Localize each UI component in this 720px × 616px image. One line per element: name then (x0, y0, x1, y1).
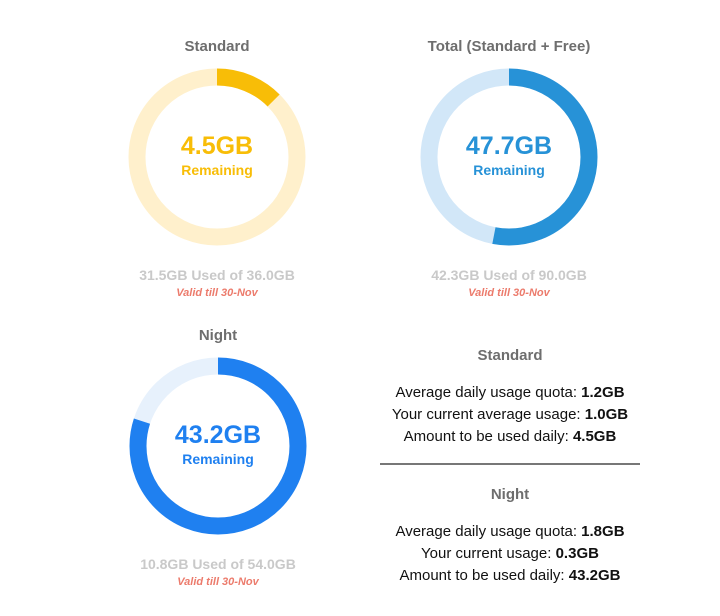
night-ring-svg (129, 357, 307, 535)
night-stats-heading: Night (490, 486, 530, 503)
night-daily-label: Amount to be used daily: (399, 567, 565, 584)
standard-usage-ring: 4.5GB Remaining (127, 67, 307, 247)
night-ring-remaining-arc (129, 357, 307, 535)
standard-quota-label: Average daily usage quota: (395, 384, 577, 401)
standard-current-label: Your current average usage: (391, 406, 581, 423)
standard-daily-value: 4.5GB (572, 428, 617, 445)
night-remaining-value: 43.2GB (174, 421, 262, 449)
night-quota-line: Average daily usage quota: 1.8GB (370, 521, 650, 543)
standard-quota-line: Average daily usage quota: 1.2GB (370, 382, 650, 404)
standard-ring-svg (128, 68, 306, 246)
standard-daily-line: Amount to be used daily: 4.5GB (370, 426, 650, 448)
night-valid-text: Valid till 30-Nov (177, 576, 259, 588)
standard-ring-remaining-arc (128, 68, 306, 246)
standard-remaining-label: Remaining (181, 162, 253, 178)
night-quota-value: 1.8GB (581, 523, 625, 540)
night-remaining-label: Remaining (182, 451, 254, 467)
night-current-value: 0.3GB (555, 545, 599, 562)
standard-daily-label: Amount to be used daily: (403, 428, 569, 445)
standard-used-text: 31.5GB Used of 36.0GB (139, 267, 295, 283)
usage-stats-panel: Standard Average daily usage quota: 1.2G… (370, 346, 650, 587)
standard-card-title: Standard (184, 38, 250, 55)
night-ring-center: 43.2GB Remaining (128, 420, 308, 468)
stats-divider (380, 463, 640, 465)
standard-remaining-value: 4.5GB (180, 132, 254, 160)
night-current-line: Your current usage: 0.3GB (370, 543, 650, 565)
total-usage-ring: 47.7GB Remaining (419, 67, 599, 247)
standard-usage-card: Standard 4.5GB Remaining 31.5GB Used of … (97, 37, 337, 300)
standard-stats-heading: Standard (477, 347, 543, 364)
total-remaining-label: Remaining (473, 162, 545, 178)
total-ring-center: 47.7GB Remaining (419, 131, 599, 179)
total-valid-text: Valid till 30-Nov (468, 287, 550, 299)
night-stats-lines: Average daily usage quota: 1.8GB Your cu… (370, 521, 650, 587)
standard-quota-value: 1.2GB (581, 384, 625, 401)
night-card-title: Night (198, 327, 238, 344)
night-daily-line: Amount to be used daily: 43.2GB (370, 565, 650, 587)
total-remaining-value: 47.7GB (465, 132, 553, 160)
total-ring-svg (420, 68, 598, 246)
night-usage-ring: 43.2GB Remaining (128, 356, 308, 536)
standard-ring-center: 4.5GB Remaining (127, 131, 307, 179)
total-usage-card: Total (Standard + Free) 47.7GB Remaining… (389, 37, 629, 300)
night-current-label: Your current usage: (421, 545, 552, 562)
night-daily-value: 43.2GB (568, 567, 621, 584)
standard-stats-lines: Average daily usage quota: 1.2GB Your cu… (370, 382, 650, 448)
total-ring-remaining-arc (420, 68, 598, 246)
total-card-title: Total (Standard + Free) (427, 38, 591, 55)
night-used-text: 10.8GB Used of 54.0GB (140, 556, 296, 572)
standard-valid-text: Valid till 30-Nov (176, 287, 258, 299)
total-used-text: 42.3GB Used of 90.0GB (431, 267, 587, 283)
standard-current-value: 1.0GB (584, 406, 629, 423)
night-usage-card: Night 43.2GB Remaining 10.8GB Used of 54… (98, 326, 338, 589)
standard-current-line: Your current average usage: 1.0GB (370, 404, 650, 426)
night-quota-label: Average daily usage quota: (395, 523, 577, 540)
